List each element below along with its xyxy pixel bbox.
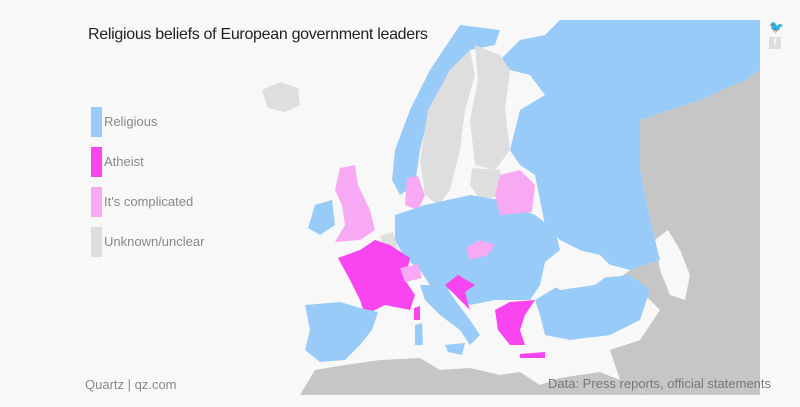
twitter-icon[interactable]: 🐦: [769, 20, 784, 34]
country-sweden: [420, 50, 475, 205]
country-ireland: [308, 200, 335, 235]
country-norway: [392, 25, 500, 195]
non-europe-land: [300, 70, 760, 395]
africa-land: [300, 358, 650, 395]
country-iceland: [262, 82, 300, 112]
country-turkey: [535, 275, 650, 340]
country-greece: [495, 300, 535, 345]
country-denmark: [405, 176, 425, 210]
country-finland: [470, 45, 510, 170]
country-belarus: [495, 170, 535, 215]
country-slovakia: [466, 240, 495, 260]
legend-swatch: [91, 147, 102, 177]
data-source: Data: Press reports, official statements: [548, 376, 772, 391]
black-sea: [545, 248, 615, 290]
country-crete: [520, 352, 545, 358]
country-russia: [500, 20, 760, 270]
legend-swatch: [91, 107, 102, 137]
legend-label: Atheist: [104, 154, 144, 169]
credit: Quartz | qz.com: [85, 377, 177, 392]
country-corsica: [414, 306, 420, 320]
country-sicily: [445, 343, 465, 355]
country-france: [338, 240, 415, 315]
legend-swatch: [91, 187, 102, 217]
asia-land: [610, 70, 760, 395]
legend-label: Religious: [104, 114, 158, 129]
country-spain: [305, 302, 378, 362]
caspian-sea: [655, 230, 690, 300]
legend-label: Unknown/unclear: [104, 234, 205, 249]
country-uk: [335, 165, 375, 242]
country-sardinia: [415, 323, 423, 345]
legend-swatch: [91, 227, 102, 257]
legend-label: It's complicated: [104, 194, 194, 209]
facebook-icon[interactable]: f: [769, 37, 781, 49]
country-switzerland: [400, 264, 422, 282]
map-title: Religious beliefs of European government…: [88, 26, 428, 43]
country-italy: [420, 285, 480, 345]
country-croatia: [445, 275, 475, 310]
